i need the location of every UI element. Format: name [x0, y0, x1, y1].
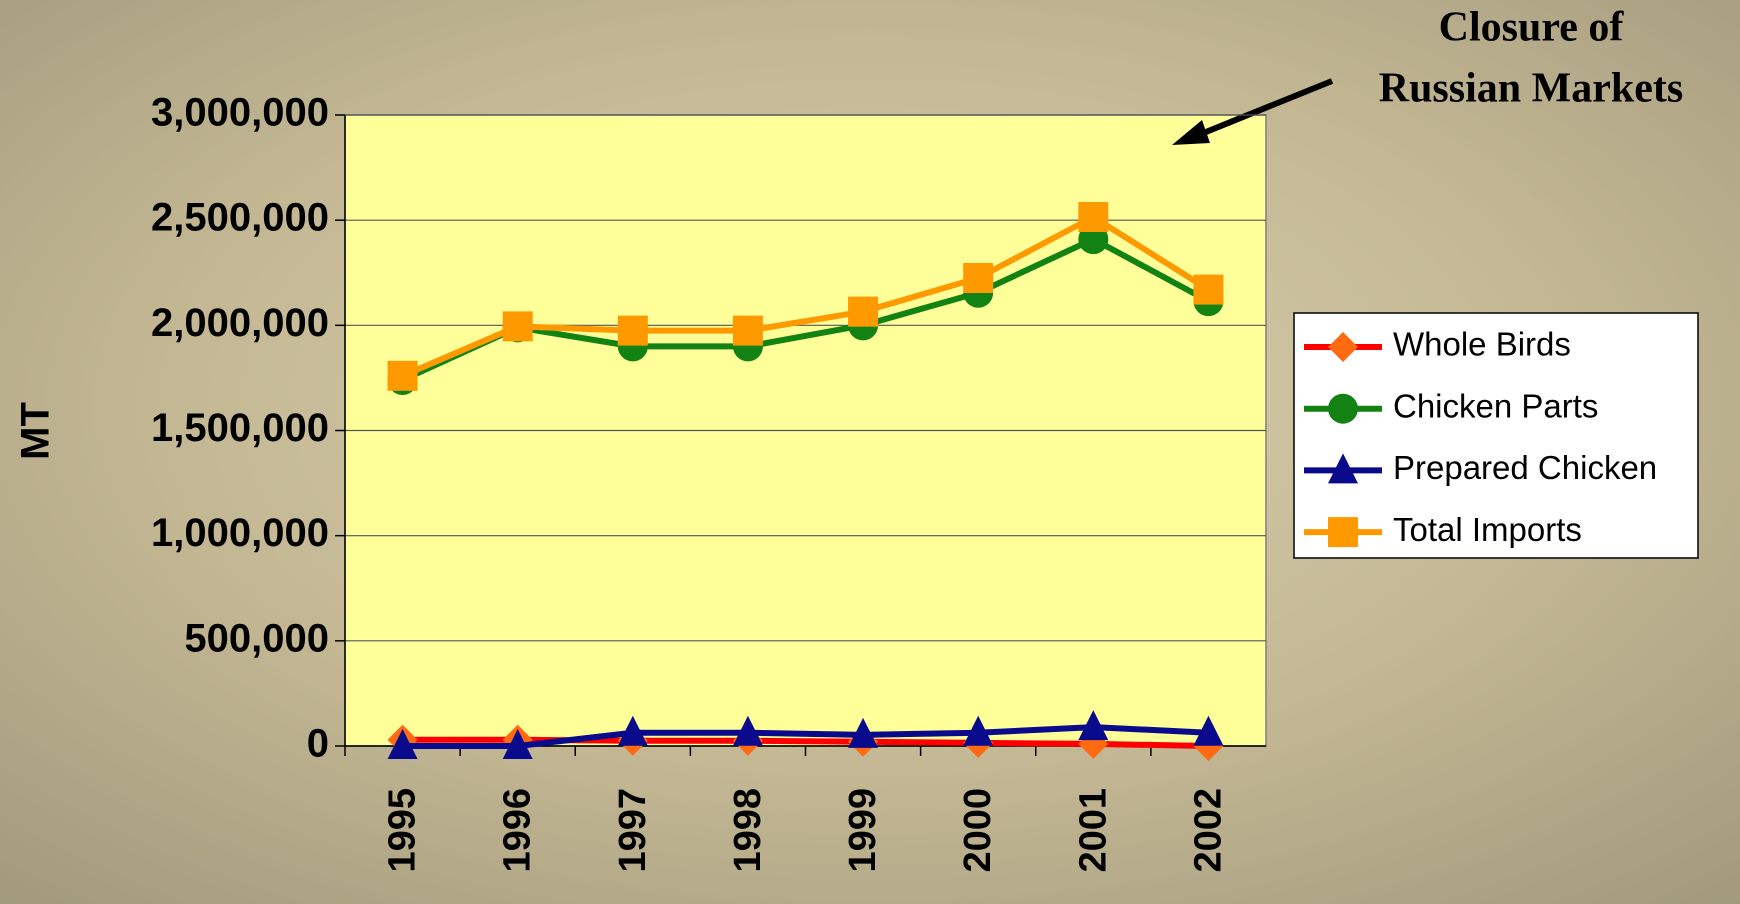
y-tick-label: 0: [307, 722, 329, 766]
data-point: [733, 316, 763, 346]
y-tick-label: 1,000,000: [151, 511, 329, 555]
chart: MT Closure of Russian Markets 0 500,000 1,…: [0, 0, 1740, 904]
legend-marker: [1328, 394, 1358, 424]
y-tick-label: 2,000,000: [151, 301, 329, 345]
y-tick-label: 3,000,000: [151, 91, 329, 135]
legend-label: Prepared Chicken: [1393, 449, 1657, 486]
x-tick-label: 2002: [1187, 788, 1229, 873]
x-tick-label: 2001: [1072, 788, 1114, 873]
x-tick-label: 1997: [612, 788, 654, 873]
x-tick-label: 1996: [497, 788, 539, 873]
page: {"chart_data": { "type": "line", "y_labe…: [0, 0, 1740, 904]
y-axis-label: MT: [14, 402, 58, 460]
annotation: Russian Markets: [1379, 66, 1684, 112]
x-tick-label: 1995: [382, 788, 424, 873]
data-point: [618, 316, 648, 346]
legend-label: Total Imports: [1393, 511, 1582, 548]
x-tick-label: 2000: [957, 788, 999, 873]
data-point: [388, 361, 418, 391]
x-tick-label: 1998: [727, 788, 769, 873]
data-point: [848, 297, 878, 327]
legend-marker: [1328, 517, 1358, 547]
y-tick-label: 2,500,000: [151, 196, 329, 240]
legend-label: Whole Birds: [1393, 326, 1571, 363]
annotation: Closure of: [1439, 5, 1625, 51]
x-tick-label: 1999: [842, 788, 884, 873]
legend-label: Chicken Parts: [1393, 387, 1598, 424]
data-point: [503, 311, 533, 341]
data-point: [963, 263, 993, 293]
y-tick-label: 1,500,000: [151, 406, 329, 450]
data-point: [1078, 202, 1108, 232]
data-point: [1193, 275, 1223, 305]
y-tick-label: 500,000: [184, 616, 329, 660]
